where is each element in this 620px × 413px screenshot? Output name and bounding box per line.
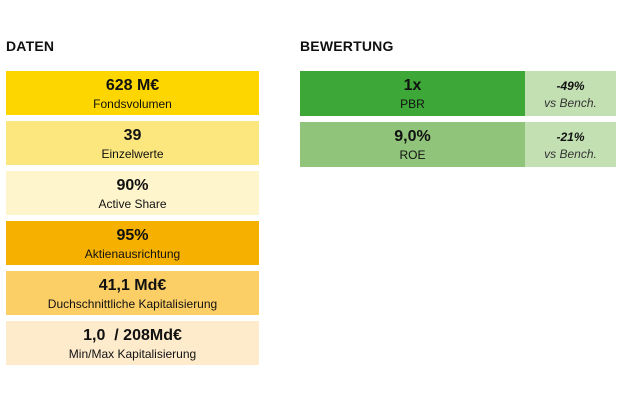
daten-card-list: 628 M€ Fondsvolumen 39 Einzelwerte 90% A… <box>6 71 259 371</box>
metric-bench-pbr: -49% vs Bench. <box>525 71 616 116</box>
metric-bench-roe: -21% vs Bench. <box>525 122 616 167</box>
card-value: 1,0 / 208Md€ <box>83 326 182 344</box>
card-fondsvolumen: 628 M€ Fondsvolumen <box>6 71 259 115</box>
card-label: Fondsvolumen <box>93 96 172 111</box>
metric-row-pbr: 1x PBR -49% vs Bench. <box>300 71 616 116</box>
metric-value: 1x <box>403 77 422 94</box>
card-label: Min/Max Kapitalisierung <box>68 346 197 361</box>
card-label: Aktienausrichtung <box>84 246 181 261</box>
card-value: 628 M€ <box>105 76 160 94</box>
card-min-max-kapitalisierung: 1,0 / 208Md€ Min/Max Kapitalisierung <box>6 321 259 365</box>
metric-label: PBR <box>400 97 425 111</box>
metric-main-pbr: 1x PBR <box>300 71 525 116</box>
metric-delta: -21% <box>556 129 585 144</box>
metric-bench-label: vs Bench. <box>544 146 597 161</box>
card-label: Active Share <box>98 196 167 211</box>
card-value: 39 <box>123 126 142 144</box>
card-durchschnittliche-kapitalisierung: 41,1 Md€ Duchschnittliche Kapitalisierun… <box>6 271 259 315</box>
metric-row-roe: 9,0% ROE -21% vs Bench. <box>300 122 616 167</box>
card-active-share: 90% Active Share <box>6 171 259 215</box>
bewertung-metric-list: 1x PBR -49% vs Bench. 9,0% ROE -21% vs B… <box>300 71 616 173</box>
metric-label: ROE <box>399 148 426 162</box>
bewertung-section-title: BEWERTUNG <box>300 38 394 54</box>
metric-value: 9,0% <box>394 128 431 145</box>
card-value: 95% <box>116 226 149 244</box>
card-einzelwerte: 39 Einzelwerte <box>6 121 259 165</box>
card-label: Duchschnittliche Kapitalisierung <box>47 296 218 311</box>
card-value: 90% <box>116 176 149 194</box>
daten-section-title: DATEN <box>6 38 55 54</box>
card-value: 41,1 Md€ <box>98 276 167 294</box>
metric-main-roe: 9,0% ROE <box>300 122 525 167</box>
metric-bench-label: vs Bench. <box>544 95 597 110</box>
card-label: Einzelwerte <box>101 146 164 161</box>
card-aktienausrichtung: 95% Aktienausrichtung <box>6 221 259 265</box>
metric-delta: -49% <box>556 78 585 93</box>
